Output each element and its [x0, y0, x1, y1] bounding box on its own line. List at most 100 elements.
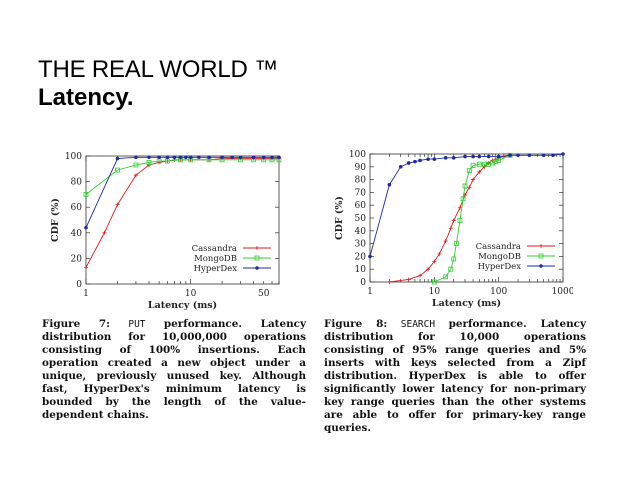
- legend-marker: [539, 244, 543, 248]
- data-point: [156, 158, 162, 164]
- data-point: [146, 159, 152, 165]
- data-point: [270, 155, 274, 160]
- caption-figure-7-code: PUT: [128, 319, 146, 330]
- data-point: [496, 154, 501, 159]
- y-tick-label: 60: [71, 203, 83, 213]
- data-point: [115, 156, 120, 161]
- data-point: [508, 153, 512, 158]
- x-tick-label: 10: [185, 289, 197, 299]
- data-point: [184, 155, 188, 160]
- data-point: [471, 177, 476, 182]
- data-point: [134, 155, 138, 160]
- data-point: [527, 153, 532, 158]
- data-point: [133, 162, 139, 168]
- data-point: [448, 226, 453, 231]
- data-point: [451, 156, 456, 160]
- data-point: [443, 239, 448, 244]
- data-point: [230, 155, 235, 160]
- data-point: [493, 159, 499, 165]
- data-point: [448, 266, 454, 272]
- legend-marker: [255, 246, 259, 250]
- x-axis-label: Latency (ms): [148, 300, 217, 311]
- data-point: [451, 218, 456, 223]
- series-hyperdex: [368, 152, 565, 259]
- data-point: [470, 163, 476, 168]
- legend-label: MongoDB: [194, 254, 237, 264]
- data-point: [115, 202, 120, 207]
- data-point: [178, 155, 183, 160]
- data-point: [165, 155, 170, 160]
- data-point: [146, 162, 151, 167]
- data-point: [406, 277, 411, 282]
- data-point: [561, 152, 565, 156]
- slide-title: THE REAL WORLD ™: [38, 56, 278, 83]
- series-hyperdex: [84, 155, 281, 230]
- data-point: [443, 156, 448, 160]
- caption-figure-8-label: Figure 8:: [324, 318, 388, 330]
- caption-figure-8-text: performance. Latency distribution for 10…: [324, 318, 586, 434]
- data-point: [102, 230, 107, 235]
- legend-marker: [539, 264, 543, 268]
- x-tick-label: 1: [83, 289, 89, 299]
- data-point: [477, 169, 482, 174]
- data-point: [418, 158, 422, 163]
- y-tick-label: 30: [355, 240, 367, 250]
- data-point: [432, 157, 437, 161]
- legend-label: HyperDex: [194, 264, 238, 274]
- legend-marker: [255, 266, 259, 270]
- data-point: [453, 241, 459, 246]
- data-point: [387, 280, 392, 284]
- data-point: [477, 154, 482, 159]
- legend-marker: [538, 253, 544, 259]
- data-point: [157, 155, 161, 160]
- y-tick-label: 100: [349, 150, 366, 160]
- caption-figure-7-text: performance. Latency distribution for 10…: [42, 318, 307, 421]
- y-axis-label: CDF (%): [50, 198, 61, 242]
- data-point: [496, 157, 502, 163]
- data-point: [437, 251, 442, 256]
- x-tick-label: 50: [258, 289, 270, 299]
- data-point: [462, 183, 468, 189]
- data-point: [463, 154, 467, 159]
- series-line: [85, 158, 279, 268]
- data-point: [426, 267, 431, 272]
- data-point: [387, 182, 392, 187]
- data-point: [467, 185, 472, 190]
- data-point: [147, 155, 151, 160]
- chart-search-latency: 0 10 20 30 40 50 60 70 80 90 100 1 10 100 1000 Latency …: [328, 146, 573, 316]
- y-tick-label: 70: [355, 188, 367, 198]
- data-point: [84, 265, 88, 270]
- data-point: [172, 155, 177, 160]
- y-tick-label: 90: [355, 163, 367, 173]
- series-mongodb: [83, 157, 282, 197]
- data-point: [83, 192, 89, 197]
- plot-frame: [85, 155, 280, 285]
- data-point: [398, 165, 403, 169]
- data-point: [457, 205, 462, 210]
- y-tick-label: 60: [355, 201, 367, 211]
- x-tick-label: 10: [429, 287, 441, 297]
- y-tick-label: 20: [355, 252, 367, 262]
- data-point: [431, 279, 437, 285]
- chart-put-svg: 0 20 40 60 80 100 1 10 50 Latency (ms) CDF (%) Cass…: [50, 152, 282, 311]
- data-point: [115, 167, 120, 173]
- y-tick-label: 100: [65, 152, 82, 162]
- x-tick-label: 100: [490, 287, 507, 297]
- data-point: [238, 155, 243, 160]
- data-point: [418, 273, 423, 278]
- data-point: [466, 168, 472, 174]
- y-tick-label: 0: [76, 280, 82, 290]
- y-tick-label: 80: [355, 176, 367, 186]
- data-point: [482, 164, 487, 169]
- caption-figure-8-code: SEARCH: [400, 319, 436, 330]
- data-point: [197, 155, 201, 160]
- legend-label: Cassandra: [192, 244, 237, 254]
- y-tick-label: 50: [355, 214, 367, 224]
- data-point: [133, 173, 138, 178]
- data-point: [207, 155, 211, 160]
- chart-put-latency: 0 20 40 60 80 100 1 10 50 Latency (ms) CDF (%) Cass…: [36, 146, 296, 316]
- caption-figure-7: Figure 7: PUT performance. Latency distr…: [42, 318, 306, 422]
- y-tick-label: 40: [71, 229, 83, 239]
- caption-figure-8: Figure 8: SEARCH performance. Latency di…: [324, 318, 586, 435]
